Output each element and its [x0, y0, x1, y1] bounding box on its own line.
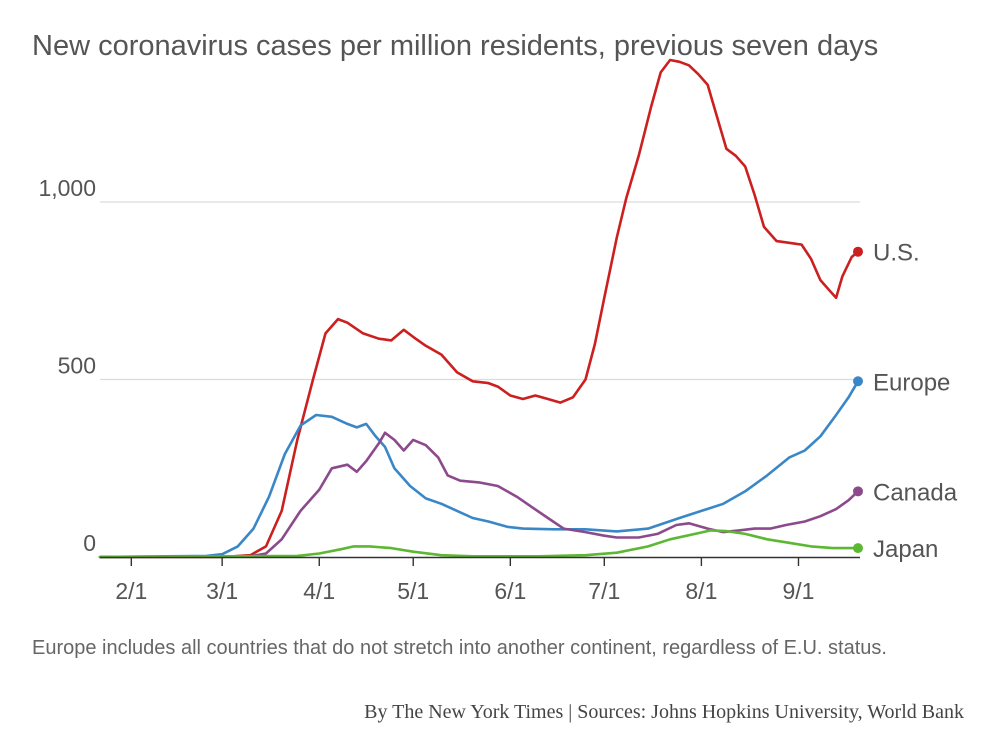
series-end-marker	[853, 543, 863, 554]
x-tick-label: 4/1	[303, 578, 335, 604]
series-line-canada	[98, 431, 860, 559]
series-label: Japan	[873, 536, 938, 563]
series-label: U.S.	[873, 240, 920, 267]
x-tick-labels: 2/1 3/1 4/1 5/1 6/1 7/1 8/1 9/1	[115, 578, 814, 604]
series-end-marker	[853, 486, 863, 497]
series-label: Europe	[873, 369, 950, 396]
x-axis	[100, 556, 860, 566]
x-tick-label: 3/1	[206, 578, 238, 604]
chart-title: New coronavirus cases per million reside…	[32, 30, 879, 62]
x-tick-label: 2/1	[115, 578, 147, 604]
x-tick-label: 8/1	[685, 578, 717, 604]
series-labels: U.S. Europe Canada Japan	[853, 240, 958, 563]
series-label: Canada	[873, 479, 958, 506]
series-end-marker	[853, 246, 863, 257]
series-line-japan	[98, 529, 860, 559]
series-line-u-s	[98, 58, 860, 559]
y-tick-label: 500	[58, 353, 96, 379]
x-tick-label: 7/1	[588, 578, 620, 604]
x-tick-label: 9/1	[782, 578, 814, 604]
series-line-europe	[98, 379, 860, 559]
series-lines	[98, 58, 860, 559]
y-tick-labels: 0 500 1,000	[38, 175, 96, 556]
y-tick-label: 0	[83, 530, 96, 556]
line-chart: 0 500 1,000 2/1 3/1 4/1 5/1 6/1 7/1 8/1 9/1 U.S. E…	[38, 58, 958, 604]
footnote: Europe includes all countries that do no…	[32, 637, 887, 659]
series-end-marker	[853, 376, 863, 387]
byline: By The New York Times | Sources: Johns H…	[364, 701, 964, 723]
y-tick-label: 1,000	[38, 175, 96, 201]
x-tick-label: 5/1	[397, 578, 429, 604]
x-tick-label: 6/1	[494, 578, 526, 604]
grid-lines	[100, 201, 860, 381]
